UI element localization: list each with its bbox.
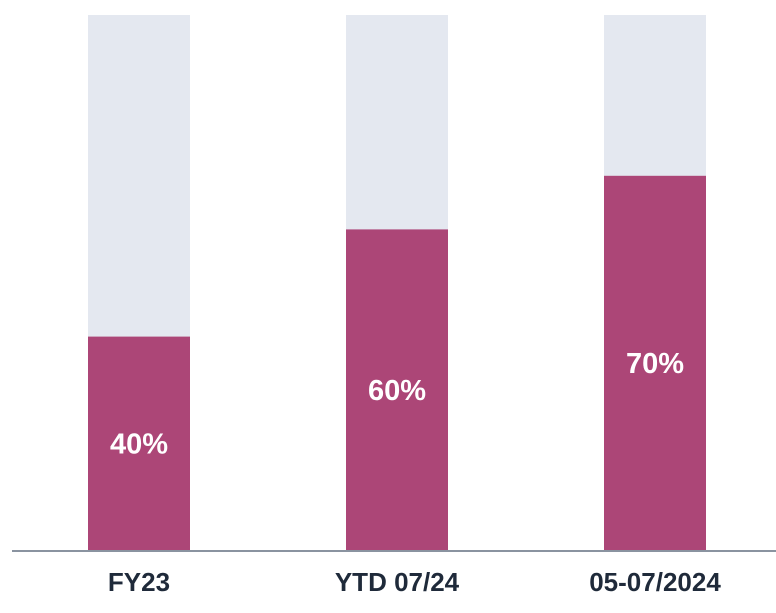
value-label: 40% [110, 428, 168, 460]
bar [604, 175, 706, 552]
value-label: 70% [626, 348, 684, 380]
x-tick-label: 05-07/2024 [589, 567, 721, 597]
bar [346, 229, 448, 551]
value-label: 60% [368, 375, 426, 407]
x-tick-label: YTD 07/24 [335, 567, 460, 597]
bar [88, 336, 190, 551]
x-tick-label: FY23 [108, 567, 170, 597]
